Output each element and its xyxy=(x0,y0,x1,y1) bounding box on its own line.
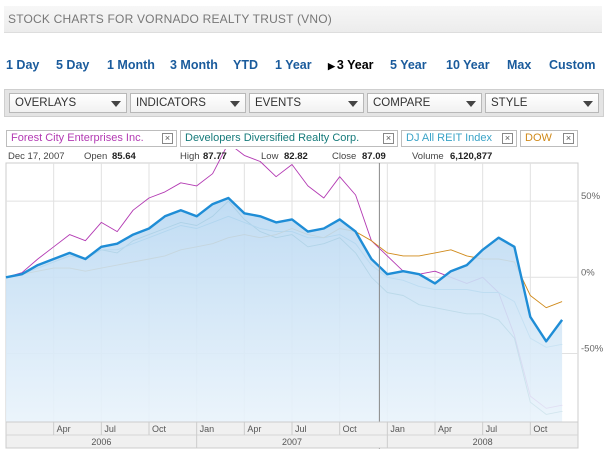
compare-chip-label: Developers Diversified Realty Corp. xyxy=(185,132,360,144)
chart-area[interactable]: 50% 0% -50% Apr Jul Oct Jan Apr Jul Oct Jan Apr Jul O… xyxy=(4,142,604,449)
y-tick-label: 50% xyxy=(581,191,601,202)
close-icon[interactable]: × xyxy=(502,133,513,144)
caret-down-icon xyxy=(230,101,240,107)
x-month-label: Apr xyxy=(57,424,71,434)
x-month-label: Jul xyxy=(104,424,116,434)
range-3-year-label: 3 Year xyxy=(336,58,374,72)
x-month-label: Oct xyxy=(152,424,167,434)
series-area-fill xyxy=(6,198,563,422)
quote-open-label: Open xyxy=(84,151,108,162)
quote-info: Dec 17, 2007 Open 85.64 High 87.77 Low 8… xyxy=(8,151,598,163)
range-5-day[interactable]: 5 Day xyxy=(56,58,90,72)
compare-chips: Forest City Enterprises Inc. × Developer… xyxy=(4,127,604,149)
chart-toolbar: OVERLAYS INDICATORS EVENTS COMPARE STYLE xyxy=(4,89,604,117)
caret-down-icon xyxy=(111,101,121,107)
quote-low-label: Low xyxy=(261,151,279,162)
x-month-label: Jan xyxy=(390,424,405,434)
compare-label: COMPARE xyxy=(373,97,431,109)
x-year-label: 2008 xyxy=(473,437,493,447)
chart-axes: 50% 0% -50% Apr Jul Oct Jan Apr Jul Oct Jan Apr Jul O… xyxy=(5,163,604,449)
quote-high: 87.77 xyxy=(203,151,227,162)
range-max[interactable]: Max xyxy=(507,58,532,72)
caret-down-icon xyxy=(583,101,593,107)
caret-down-icon xyxy=(348,101,358,107)
x-month-label: Jul xyxy=(295,424,307,434)
compare-chip-developers-diversified: Developers Diversified Realty Corp. × xyxy=(180,130,398,147)
chart-series xyxy=(5,142,564,422)
quote-date: Dec 17, 2007 xyxy=(8,151,65,162)
x-month-label: Oct xyxy=(343,424,358,434)
compare-chip-dj-all-reit: DJ All REIT Index × xyxy=(401,130,517,147)
compare-chip-label: Forest City Enterprises Inc. xyxy=(11,132,144,144)
range-custom[interactable]: Custom xyxy=(549,58,596,72)
price-chart[interactable]: 50% 0% -50% Apr Jul Oct Jan Apr Jul Oct Jan Apr Jul O… xyxy=(4,142,604,449)
quote-close: 87.09 xyxy=(362,151,386,162)
quote-volume: 6,120,877 xyxy=(450,151,493,162)
indicators-label: INDICATORS xyxy=(136,97,206,109)
play-arrow-icon: ▶ xyxy=(328,61,335,71)
compare-dropdown[interactable]: COMPARE xyxy=(367,93,482,113)
x-year-label: 2007 xyxy=(282,437,302,447)
close-icon[interactable]: × xyxy=(383,133,394,144)
page-header: STOCK CHARTS FOR VORNADO REALTY TRUST (V… xyxy=(4,6,602,33)
style-dropdown[interactable]: STYLE xyxy=(485,93,599,113)
range-1-day[interactable]: 1 Day xyxy=(6,58,40,72)
close-icon[interactable]: × xyxy=(563,133,574,144)
x-year-label: 2006 xyxy=(91,437,111,447)
style-label: STYLE xyxy=(491,97,528,109)
range-1-month[interactable]: 1 Month xyxy=(107,58,155,72)
close-icon[interactable]: × xyxy=(162,133,173,144)
series-line-4 xyxy=(5,196,564,343)
range-5-year[interactable]: 5 Year xyxy=(390,58,427,72)
x-month-label: Apr xyxy=(438,424,452,434)
compare-chip-forest-city: Forest City Enterprises Inc. × xyxy=(6,130,177,147)
quote-high-label: High xyxy=(180,151,200,162)
range-3-month[interactable]: 3 Month xyxy=(170,58,218,72)
events-label: EVENTS xyxy=(255,97,302,109)
compare-chip-label: DOW xyxy=(525,132,552,144)
x-month-label: Jan xyxy=(200,424,215,434)
quote-close-label: Close xyxy=(332,151,357,162)
range-ytd[interactable]: YTD xyxy=(233,58,258,72)
range-3-year[interactable]: ▶ 3 Year xyxy=(328,58,374,72)
x-month-label: Oct xyxy=(533,424,548,434)
events-dropdown[interactable]: EVENTS xyxy=(249,93,364,113)
quote-open: 85.64 xyxy=(112,151,136,162)
range-10-year[interactable]: 10 Year xyxy=(446,58,490,72)
page-title: STOCK CHARTS FOR VORNADO REALTY TRUST (V… xyxy=(8,12,332,26)
y-tick-label: 0% xyxy=(581,267,595,278)
overlays-label: OVERLAYS xyxy=(15,97,77,109)
range-1-year[interactable]: 1 Year xyxy=(275,58,312,72)
compare-chip-label: DJ All REIT Index xyxy=(406,132,492,144)
caret-down-icon xyxy=(466,101,476,107)
indicators-dropdown[interactable]: INDICATORS xyxy=(130,93,246,113)
range-selector: 1 Day 5 Day 1 Month 3 Month YTD 1 Year ▶… xyxy=(0,58,609,76)
quote-low: 82.82 xyxy=(284,151,308,162)
compare-chip-dow: DOW × xyxy=(520,130,578,147)
x-month-label: Apr xyxy=(247,424,261,434)
quote-volume-label: Volume xyxy=(412,151,444,162)
y-tick-label: -50% xyxy=(581,343,604,354)
x-month-label: Jul xyxy=(486,424,498,434)
overlays-dropdown[interactable]: OVERLAYS xyxy=(9,93,127,113)
